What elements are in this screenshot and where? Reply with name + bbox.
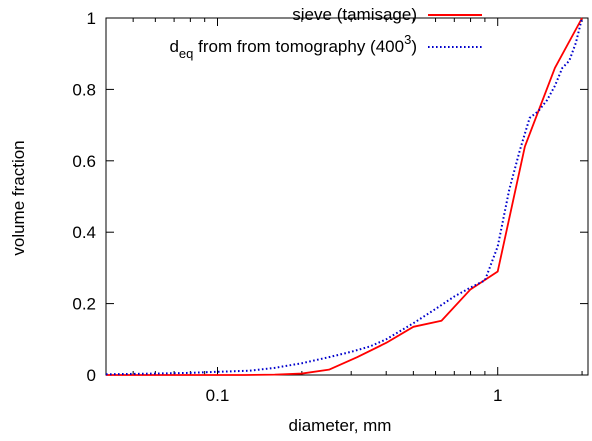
y-axis-label: volume fraction — [9, 140, 28, 255]
y-tick-label: 0.8 — [72, 80, 96, 99]
legend-text-part-5: ) — [411, 37, 417, 56]
axes: 0 0.2 0.4 0.6 0.8 1 0.1 1 — [72, 9, 589, 405]
x-tick-label: 1 — [493, 386, 502, 405]
y-tick-label: 0.4 — [72, 223, 96, 242]
legend-entry-sieve: sieve (tamisage) — [292, 5, 417, 24]
plot-frame — [105, 17, 589, 376]
legend-text-part-4: 3 — [404, 32, 411, 47]
x-tick-label: 0.1 — [206, 386, 230, 405]
legend-text-part-2: eq — [179, 46, 193, 61]
legend-text-part-1: d — [169, 37, 178, 56]
legend-entry-tomography: deq from from tomography (4003) — [169, 32, 417, 61]
legend: sieve (tamisage) deq from from tomography… — [169, 5, 482, 61]
data-series — [105, 17, 584, 376]
series-line-1 — [106, 17, 583, 376]
y-tick-label: 0.6 — [72, 152, 96, 171]
y-tick-label: 0.2 — [72, 295, 96, 314]
legend-text-part-3: from from tomography (400 — [193, 37, 404, 56]
x-axis-label: diameter, mm — [289, 416, 392, 435]
y-tick-label: 1 — [87, 9, 96, 28]
y-tick-label: 0 — [87, 366, 96, 385]
series-line-2 — [105, 17, 584, 376]
